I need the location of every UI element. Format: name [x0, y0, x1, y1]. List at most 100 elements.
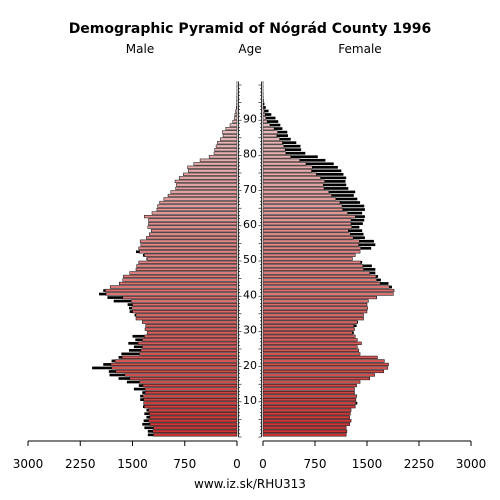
male-bar [147, 225, 238, 229]
male-bar [144, 327, 238, 331]
female-bar [262, 264, 364, 268]
female-excess-bar [299, 158, 326, 162]
female-bar [262, 144, 285, 148]
male-bar [175, 186, 238, 191]
male-bar [140, 243, 238, 247]
female-excess-bar [355, 401, 358, 405]
male-excess-bar [142, 391, 146, 394]
female-excess-bar [360, 246, 372, 250]
male-bar [176, 183, 238, 187]
male-bar [148, 218, 238, 222]
female-excess-bar [283, 144, 301, 148]
male-bar [124, 373, 238, 377]
female-excess-bar [316, 173, 344, 176]
female-excess-bar [358, 243, 376, 247]
male-bar [132, 302, 238, 307]
female-bar [262, 341, 362, 345]
female-bar [262, 105, 264, 110]
male-bar [157, 204, 238, 208]
female-bar [262, 119, 268, 124]
female-excess-bar [351, 222, 363, 225]
age-tick-label: 50 [243, 253, 257, 266]
female-excess-bar [311, 169, 342, 173]
male-bar [135, 267, 238, 271]
female-excess-bar [312, 165, 338, 169]
male-bar [121, 355, 238, 359]
male-bar [122, 295, 238, 300]
male-bar [115, 369, 238, 374]
male-bar [146, 257, 238, 261]
female-bar [262, 426, 347, 430]
female-excess-bar [282, 141, 297, 145]
male-excess-bar [146, 257, 148, 261]
male-bar [183, 172, 238, 176]
female-bar [262, 267, 364, 271]
female-excess-bar [269, 123, 281, 127]
female-bar [262, 433, 347, 437]
female-bar [262, 260, 362, 264]
female-bar [262, 310, 368, 314]
female-excess-bar [263, 102, 265, 106]
male-bar [139, 239, 238, 243]
male-excess-bar [133, 387, 146, 391]
female-excess-bar [351, 218, 365, 222]
female-bar [262, 148, 286, 152]
female-excess-bar [265, 116, 276, 120]
male-bar [208, 155, 238, 159]
female-excess-bar [276, 134, 288, 137]
male-bar [111, 366, 238, 370]
male-excess-bar [142, 422, 150, 426]
male-bar [105, 288, 238, 293]
female-excess-bar [274, 127, 283, 130]
female-bar [262, 398, 357, 402]
female-excess-bar [328, 190, 356, 194]
female-excess-bar [351, 225, 360, 229]
male-excess-bar [99, 292, 107, 296]
male-excess-bar [146, 415, 150, 419]
male-bar [193, 162, 238, 166]
male-excess-bar [126, 380, 140, 384]
female-excess-bar [353, 324, 357, 328]
female-bar [262, 327, 355, 331]
male-bar [233, 116, 238, 120]
male-excess-bar [132, 334, 145, 338]
female-excess-bar [263, 106, 266, 109]
female-excess-bar [285, 148, 302, 152]
female-bar [262, 243, 359, 247]
age-tick-label: 40 [243, 288, 257, 301]
male-excess-bar [144, 426, 154, 430]
male-bar [234, 112, 238, 117]
female-bar [262, 257, 353, 261]
male-bar [215, 144, 238, 148]
female-excess-bar [347, 211, 363, 215]
male-bars [92, 81, 238, 437]
male-bar [153, 426, 238, 430]
male-bar [146, 331, 238, 335]
female-excess-bar [277, 130, 288, 134]
axes: 3000 0 2250 750 1500 1500 750 2250 0 3000 [13, 440, 486, 471]
male-bar [153, 433, 238, 437]
female-excess-bar [376, 278, 381, 282]
age-tick-label: 30 [243, 324, 257, 337]
female-bar [262, 232, 351, 236]
female-bar [262, 380, 361, 384]
age-tick-label: 90 [243, 112, 257, 125]
female-excess-bar [320, 176, 347, 180]
female-excess-bar [342, 204, 365, 208]
female-excess-bar [305, 162, 334, 166]
male-bar [142, 383, 238, 388]
male-bar [131, 306, 238, 310]
male-excess-bar [140, 394, 143, 398]
female-bar [262, 155, 291, 159]
female-excess-bar [362, 264, 372, 268]
male-excess-bar [134, 313, 136, 317]
female-bar [262, 207, 343, 212]
female-excess-bar [353, 236, 365, 240]
male-bar [142, 320, 238, 324]
male-excess-bar [109, 373, 125, 377]
female-excess-bar [355, 215, 365, 218]
age-tick-label: 80 [243, 148, 257, 161]
source-label: www.iz.sk/RHU313 [194, 477, 306, 491]
male-bar [140, 348, 238, 352]
